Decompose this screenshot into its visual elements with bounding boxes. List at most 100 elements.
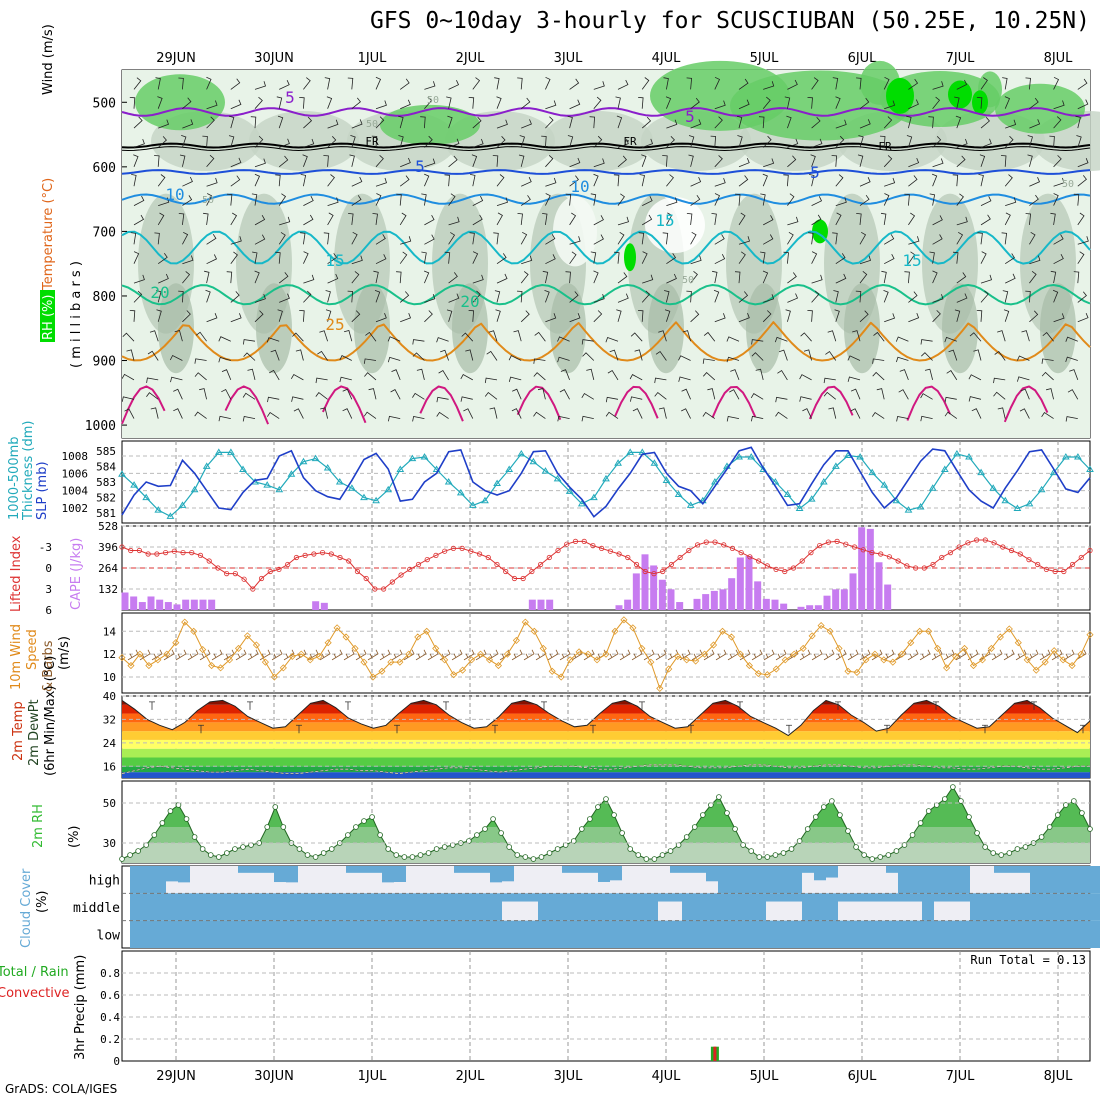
wind-barb	[342, 408, 353, 419]
li-point	[459, 545, 465, 552]
wind-speed-point	[396, 658, 404, 666]
thickness-tick-label: 583	[96, 476, 116, 489]
li-point	[520, 575, 526, 582]
wind-barb	[218, 415, 231, 422]
wind-barb	[398, 115, 404, 129]
rh-point	[683, 834, 690, 840]
wind-barb	[303, 77, 311, 90]
cloud-mid-cell	[526, 893, 538, 902]
cloud-mid-cell	[358, 893, 370, 921]
cape-tick-label: 528	[98, 520, 118, 533]
wind-barb	[908, 212, 916, 226]
wind-barb	[242, 416, 256, 422]
wind-barb	[827, 330, 837, 342]
wind-barb	[133, 274, 145, 284]
cloud-mid-cell	[826, 893, 838, 921]
cloud-low-cell	[970, 920, 982, 948]
wind-barb	[811, 116, 821, 129]
wind-barb	[472, 138, 484, 148]
wind-barb	[997, 407, 1006, 419]
cloud-low-cell	[262, 920, 274, 948]
wind-speed-point	[315, 652, 323, 660]
wind-barb	[662, 232, 669, 245]
cloud-high-cell	[670, 866, 682, 873]
isotherm-20	[121, 284, 1091, 306]
wind-barb	[641, 290, 651, 303]
wind-barb	[799, 396, 812, 402]
cloud-mid-cell	[802, 893, 814, 921]
li-point	[311, 551, 317, 557]
cloud-high-cell	[694, 866, 706, 873]
wind-barb	[291, 396, 304, 402]
li-point	[442, 548, 448, 554]
wind-barb	[278, 193, 287, 206]
wind-barb	[904, 271, 910, 284]
contour-label: 20	[150, 283, 169, 302]
wind-barb	[835, 135, 845, 148]
wind-barb	[617, 155, 627, 168]
wind-barb	[230, 99, 242, 110]
wind-barb	[642, 138, 654, 148]
rh-point	[353, 824, 359, 830]
cloud-mid-cell	[346, 893, 358, 921]
cape-bar	[138, 602, 146, 610]
wind-barb	[496, 174, 505, 187]
li-point	[555, 547, 561, 554]
wind-speed-point	[969, 662, 978, 670]
wind-barb	[980, 77, 988, 90]
rh-point	[877, 854, 884, 860]
wind-barb	[178, 77, 184, 90]
cloud-low-cell	[478, 920, 490, 948]
thickness-point	[287, 470, 296, 477]
cloud-mid-cell	[334, 893, 346, 921]
li-point	[363, 575, 369, 582]
surface-wind-barb	[859, 649, 871, 661]
wind-speed-point	[718, 627, 727, 635]
li-point	[747, 554, 753, 560]
wind-speed-point	[1068, 662, 1076, 670]
wind-barb	[858, 135, 864, 148]
wind-speed-point	[880, 656, 888, 664]
rh-point	[1079, 810, 1085, 816]
rh-point	[393, 852, 400, 858]
wind-barb	[517, 77, 523, 90]
cloud-mid-cell	[238, 893, 250, 921]
wind-speed-point	[118, 654, 126, 662]
contour-label: 50	[1062, 179, 1074, 190]
wind-speed-point	[467, 656, 476, 664]
rh-point	[756, 854, 763, 860]
rh-point	[578, 826, 585, 832]
pressure-tick-label: 800	[93, 290, 116, 305]
li-point	[564, 541, 570, 547]
li-point	[677, 554, 683, 561]
rh2m-ylabel-part: (%)	[67, 826, 82, 849]
cloud-mid-cell	[1054, 893, 1066, 921]
wind-barb	[349, 154, 355, 167]
li-point	[729, 545, 736, 552]
thickness-point	[505, 465, 514, 473]
wind-barb	[896, 356, 909, 363]
cloud-low-cell	[1078, 920, 1090, 948]
rh-point	[748, 848, 754, 854]
thickness-point	[360, 493, 368, 501]
wind-barb	[734, 271, 741, 284]
cloud-low-cell	[826, 920, 838, 948]
cloud-mid-cell	[658, 893, 670, 902]
li-point	[1017, 551, 1023, 557]
cape-bar	[121, 592, 129, 610]
cloud-mid-cell	[814, 893, 826, 921]
cape-bar	[806, 605, 814, 610]
thickness-tick-label: 582	[96, 492, 116, 505]
li-point	[1069, 561, 1076, 568]
rh-point	[587, 816, 593, 822]
rh-point	[191, 834, 198, 840]
li-point	[197, 552, 204, 559]
wind-barb	[931, 173, 938, 187]
slp-ylabel: 1000-500mb Thickness (dm) SLP (mb)	[7, 421, 50, 521]
wind-barb	[275, 174, 281, 187]
cloud-low-cell	[406, 920, 418, 948]
cape-bar	[780, 603, 788, 610]
cloud-low-cell	[718, 920, 730, 948]
date-tick-bottom: 29JUN	[156, 1069, 196, 1084]
cape-bar	[710, 590, 718, 610]
